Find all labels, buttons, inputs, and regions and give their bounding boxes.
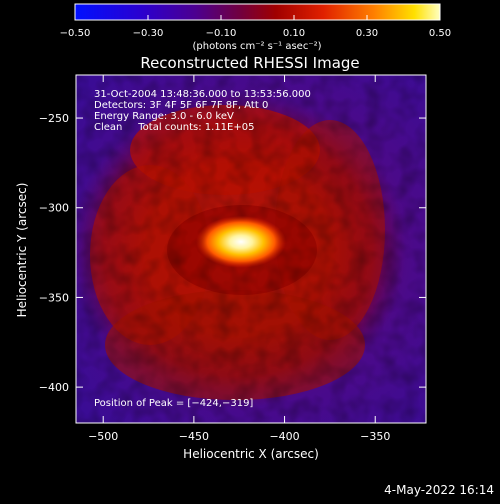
colorbar-tick-label: 0.10: [283, 28, 305, 39]
annotation-time-range: 31-Oct-2004 13:48:36.000 to 13:53:56.000: [94, 89, 311, 100]
colorbar-tick-label: −0.50: [60, 28, 91, 39]
annotation-energy-range: Energy Range: 3.0 - 6.0 keV: [94, 111, 234, 122]
colorbar-tick-label: 0.30: [356, 28, 378, 39]
colorbar: [74, 3, 441, 21]
y-tick-label: −400: [39, 381, 69, 394]
colorbar-unit-label: (photons cm⁻² s⁻¹ asec⁻²): [192, 41, 321, 52]
colorbar-tick-label: 0.50: [429, 28, 451, 39]
y-axis-ticks: −250 −300 −350 −400: [39, 112, 426, 394]
y-tick-label: −350: [39, 291, 69, 304]
annotation-peak-position: Position of Peak = [−424,−319]: [94, 398, 253, 409]
x-tick-label: −450: [179, 430, 209, 443]
x-tick-label: −350: [360, 430, 390, 443]
footer-date: 4-May-2022 16:14: [384, 483, 494, 497]
annotation-detectors: Detectors: 3F 4F 5F 6F 7F 8F, Att 0: [94, 100, 268, 111]
y-axis-label: Heliocentric Y (arcsec): [15, 183, 29, 318]
peak-source: [196, 215, 287, 268]
annotation-clean-counts: Clean Total counts: 1.11E+05: [94, 122, 254, 133]
colorbar-tick-label: −0.30: [133, 28, 164, 39]
y-tick-label: −250: [39, 112, 69, 125]
plot-frame: [75, 74, 427, 424]
x-tick-label: −500: [88, 430, 118, 443]
heatmap-image: [76, 75, 426, 423]
x-axis-ticks: −500 −450 −400 −350: [88, 75, 390, 443]
x-axis-label: Heliocentric X (arcsec): [183, 447, 319, 461]
x-tick-label: −400: [269, 430, 299, 443]
colorbar-ticks: −0.50 −0.30 −0.10 0.10 0.30 0.50: [60, 15, 451, 39]
y-tick-label: −300: [39, 202, 69, 215]
chart-title: Reconstructed RHESSI Image: [140, 54, 359, 72]
colorbar-tick-label: −0.10: [206, 28, 237, 39]
